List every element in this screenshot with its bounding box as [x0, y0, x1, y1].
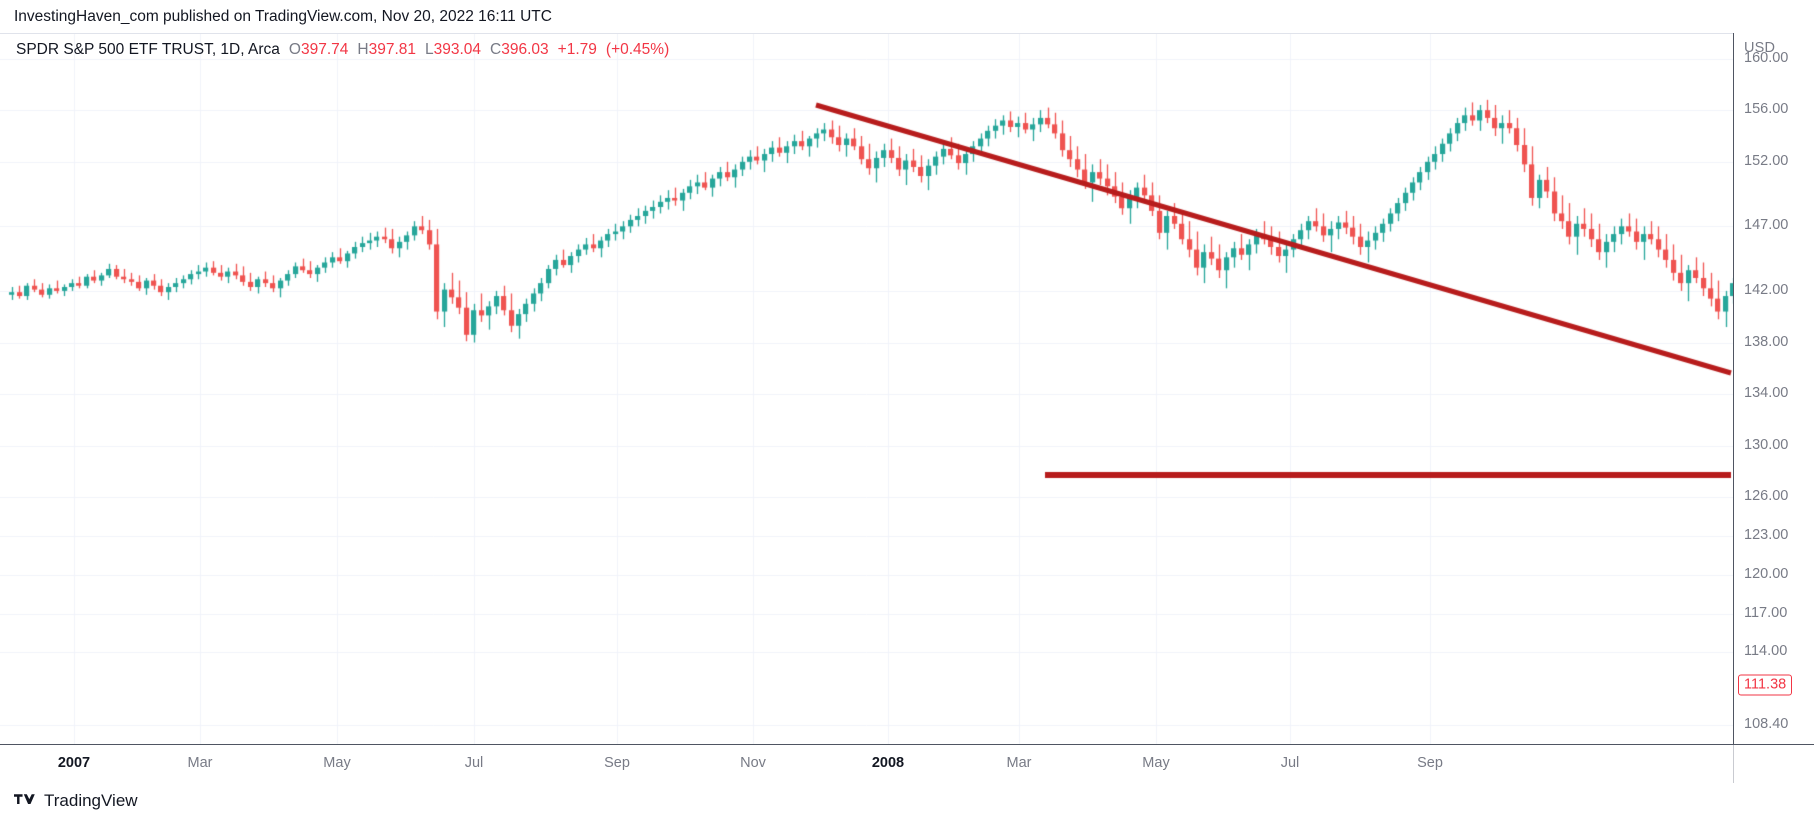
- time-axis-tick: Sep: [604, 755, 630, 771]
- time-axis-tick: 2007: [57, 755, 91, 771]
- price-axis-tick: 108.40: [1744, 715, 1789, 732]
- price-axis-tick: 160.00: [1744, 49, 1789, 66]
- time-axis-separator: [1733, 745, 1734, 783]
- price-axis[interactable]: USD 160.00 156.00 152.00 147.00 142.00 138.00…: [1733, 33, 1814, 744]
- time-axis-tick: Nov: [740, 755, 766, 771]
- price-axis-tick: 152.00: [1744, 152, 1789, 169]
- price-axis-currency: USD: [1744, 40, 1776, 56]
- attribution-text: InvestingHaven_com published on TradingV…: [14, 8, 552, 25]
- last-price-badge: 111.38: [1738, 674, 1793, 696]
- price-axis-tick: 142.00: [1744, 281, 1789, 298]
- chart-plot-area[interactable]: [0, 33, 1733, 744]
- candlestick-canvas[interactable]: [0, 34, 1733, 744]
- tradingview-logo-icon: [14, 794, 36, 808]
- time-axis-tick: Mar: [187, 755, 213, 771]
- time-axis-tick: May: [323, 755, 351, 771]
- time-axis-tick: 2008: [871, 755, 905, 771]
- time-axis-tick: Jul: [1280, 755, 1300, 771]
- time-axis-tick: Jul: [464, 755, 484, 771]
- price-axis-tick: 117.00: [1744, 604, 1788, 621]
- price-axis-tick: 147.00: [1744, 217, 1789, 234]
- price-axis-tick: 130.00: [1744, 436, 1789, 453]
- tradingview-brand-label: TradingView: [44, 791, 138, 810]
- tradingview-brand[interactable]: TradingView: [14, 791, 138, 811]
- price-axis-tick: 156.00: [1744, 101, 1789, 118]
- time-axis-tick: Mar: [1006, 755, 1032, 771]
- price-axis-tick: 114.00: [1744, 643, 1788, 660]
- time-axis[interactable]: 2007 Mar May Jul Sep Nov 2008 Mar May Jul Sep: [0, 744, 1814, 783]
- time-axis-tick: Sep: [1417, 755, 1443, 771]
- price-axis-tick: 120.00: [1744, 565, 1789, 582]
- price-axis-tick: 134.00: [1744, 385, 1789, 402]
- price-axis-tick: 138.00: [1744, 333, 1789, 350]
- price-axis-tick: 123.00: [1744, 527, 1789, 544]
- price-axis-tick: 126.00: [1744, 488, 1789, 505]
- time-axis-tick: May: [1142, 755, 1170, 771]
